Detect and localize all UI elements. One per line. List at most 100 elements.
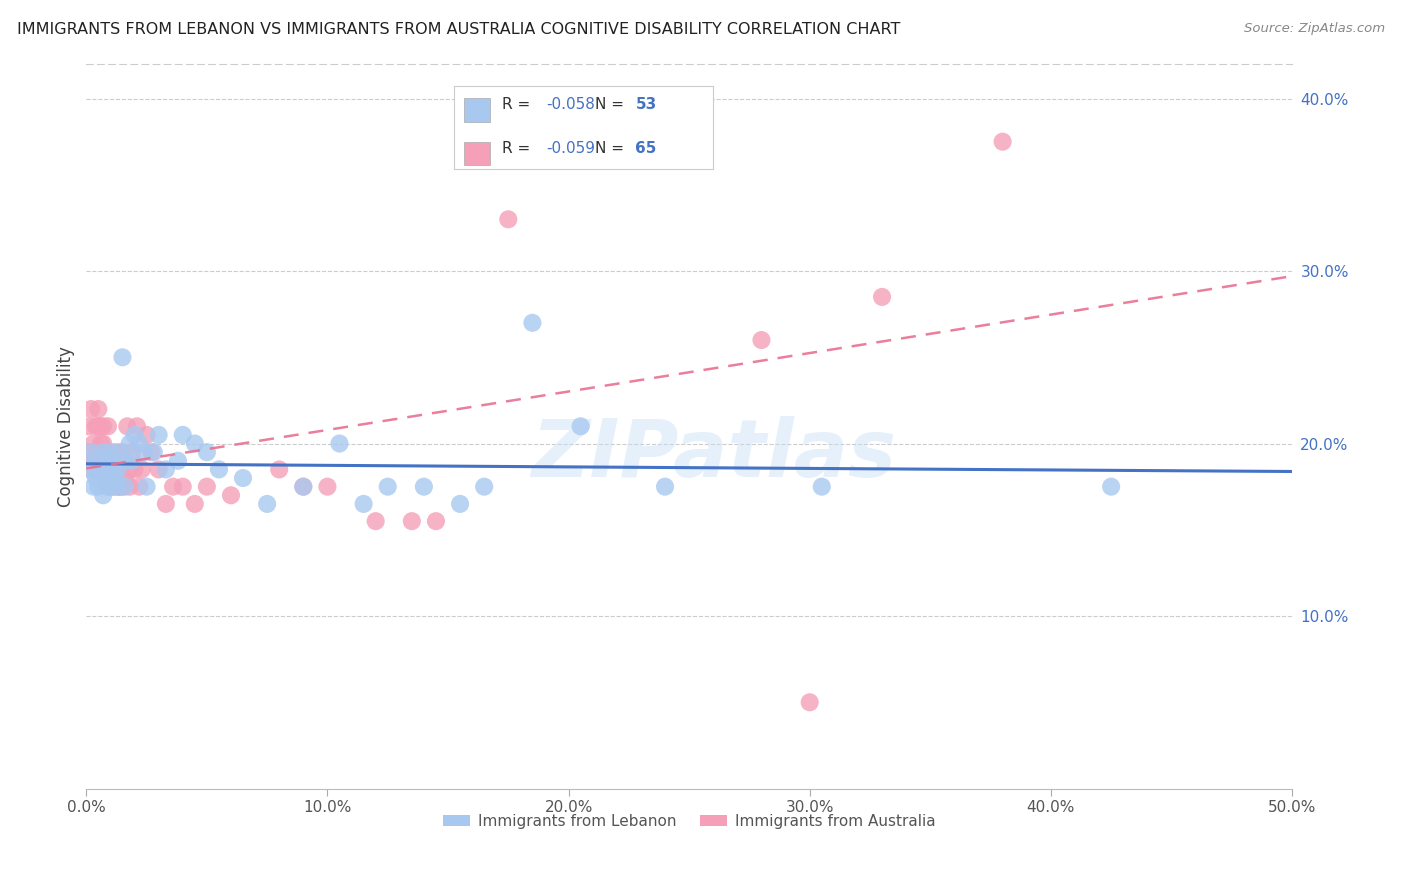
Point xyxy=(401,514,423,528)
Point xyxy=(184,497,207,511)
Point xyxy=(83,436,105,450)
Point xyxy=(135,428,157,442)
Point xyxy=(94,445,117,459)
Point xyxy=(461,91,484,105)
Point xyxy=(184,436,207,450)
Point xyxy=(256,497,278,511)
Point xyxy=(135,480,157,494)
Point xyxy=(108,480,131,494)
Point xyxy=(799,695,821,709)
Point xyxy=(316,480,339,494)
Point xyxy=(91,419,114,434)
Point xyxy=(172,480,194,494)
Point xyxy=(412,480,434,494)
Point xyxy=(472,480,495,494)
Point xyxy=(124,428,146,442)
Point xyxy=(751,333,773,347)
Point xyxy=(810,480,832,494)
Point xyxy=(111,351,134,365)
Point xyxy=(90,462,112,476)
Point xyxy=(77,462,100,476)
Point xyxy=(148,428,170,442)
Point xyxy=(121,445,143,459)
Point xyxy=(84,454,107,468)
Point xyxy=(114,471,136,485)
Point xyxy=(108,462,131,476)
Point xyxy=(100,454,122,468)
Point xyxy=(104,445,127,459)
Point xyxy=(80,462,103,476)
Point xyxy=(90,436,112,450)
Point xyxy=(77,419,100,434)
Point xyxy=(114,454,136,468)
Point xyxy=(91,436,114,450)
Point xyxy=(84,471,107,485)
Point xyxy=(425,514,447,528)
Point xyxy=(87,471,110,485)
Point xyxy=(97,480,120,494)
Point xyxy=(569,419,592,434)
Point xyxy=(498,212,520,227)
Point xyxy=(87,419,110,434)
Point xyxy=(80,445,103,459)
Point xyxy=(991,135,1014,149)
Point xyxy=(117,419,139,434)
Point xyxy=(101,480,124,494)
Point xyxy=(97,454,120,468)
Legend: Immigrants from Lebanon, Immigrants from Australia: Immigrants from Lebanon, Immigrants from… xyxy=(437,808,942,835)
Point xyxy=(118,480,141,494)
Point xyxy=(114,480,136,494)
Point xyxy=(167,454,190,468)
Point xyxy=(353,497,375,511)
Point xyxy=(121,454,143,468)
Point xyxy=(100,471,122,485)
Point xyxy=(208,462,231,476)
Point xyxy=(83,480,105,494)
Point xyxy=(131,462,153,476)
Point xyxy=(87,480,110,494)
Point xyxy=(128,436,150,450)
Point xyxy=(80,402,103,417)
Point xyxy=(111,445,134,459)
Point xyxy=(195,445,218,459)
Point xyxy=(104,471,127,485)
Point xyxy=(87,462,110,476)
Point xyxy=(107,462,129,476)
Point xyxy=(195,480,218,494)
Point xyxy=(328,436,350,450)
Point xyxy=(292,480,315,494)
Point xyxy=(364,514,387,528)
Point xyxy=(97,454,120,468)
Point xyxy=(107,454,129,468)
Point xyxy=(148,462,170,476)
Point xyxy=(100,445,122,459)
Point xyxy=(377,480,399,494)
Point xyxy=(91,488,114,502)
Point xyxy=(97,419,120,434)
Point xyxy=(449,497,471,511)
Point xyxy=(155,497,177,511)
Point xyxy=(162,480,184,494)
Point xyxy=(155,462,177,476)
Point xyxy=(101,480,124,494)
Point xyxy=(654,480,676,494)
Point xyxy=(107,462,129,476)
Point xyxy=(94,462,117,476)
Point xyxy=(87,402,110,417)
Point xyxy=(94,471,117,485)
Point xyxy=(125,419,148,434)
Point xyxy=(142,445,165,459)
Point xyxy=(91,445,114,459)
Point xyxy=(292,480,315,494)
Text: IMMIGRANTS FROM LEBANON VS IMMIGRANTS FROM AUSTRALIA COGNITIVE DISABILITY CORREL: IMMIGRANTS FROM LEBANON VS IMMIGRANTS FR… xyxy=(17,22,900,37)
Point xyxy=(91,462,114,476)
Point xyxy=(90,419,112,434)
Point xyxy=(870,290,893,304)
Text: Source: ZipAtlas.com: Source: ZipAtlas.com xyxy=(1244,22,1385,36)
Point xyxy=(83,454,105,468)
Point xyxy=(94,471,117,485)
Point xyxy=(107,480,129,494)
Text: ZIPatlas: ZIPatlas xyxy=(530,417,896,494)
Point xyxy=(219,488,242,502)
Point xyxy=(100,471,122,485)
